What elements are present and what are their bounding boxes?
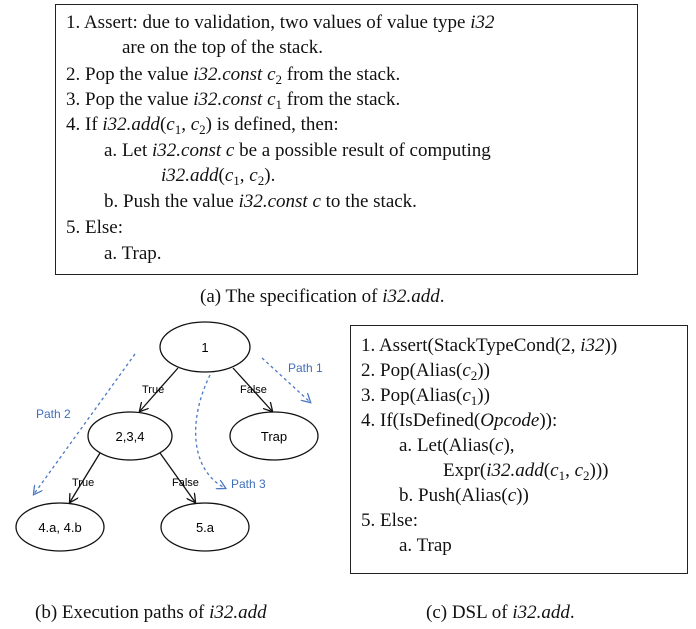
node-2-3-4: 2,3,4 [87, 411, 173, 461]
svg-text:True: True [72, 477, 94, 489]
edge-1-to-234: True [140, 367, 179, 411]
edge-234-to-4ab: True [70, 452, 101, 502]
caption-a: (a) The specification of i32.add. [200, 286, 445, 307]
dsl-line-4a: a. Let(Alias(c), [399, 435, 515, 456]
dsl-line-5: 5. Else: [361, 510, 418, 531]
dsl-line-3: 3. Pop(Alias(c1)) [361, 385, 490, 408]
svg-text:Path 2: Path 2 [36, 407, 71, 421]
spec-line-1-cont: are on the top of the stack. [122, 37, 324, 58]
dsl-line-4a-cont: Expr(i32.add(c1, c2))) [443, 460, 609, 483]
caption-c: (c) DSL of i32.add. [426, 602, 575, 623]
spec-line-4b: b. Push the value i32.const c to the sta… [104, 191, 417, 212]
dsl-box: 1. Assert(StackTypeCond(2, i32)) 2. Pop(… [350, 325, 688, 574]
svg-text:4.a, 4.b: 4.a, 4.b [38, 520, 81, 535]
dsl-line-4: 4. If(IsDefined(Opcode)): [361, 410, 558, 431]
svg-text:False: False [172, 477, 199, 489]
dsl-line-1: 1. Assert(StackTypeCond(2, i32)) [361, 335, 618, 356]
spec-line-1: 1. Assert: due to validation, two values… [66, 12, 495, 33]
spec-line-3: 3. Pop the value i32.const c1 from the s… [66, 89, 401, 112]
svg-text:1: 1 [201, 340, 208, 355]
spec-line-4: 4. If i32.add(c1, c2) is defined, then: [66, 114, 339, 137]
node-5a: 5.a [160, 502, 250, 552]
edge-1-to-trap: False [232, 367, 272, 411]
execution-paths-diagram: 1 2,3,4 Trap 4.a, 4.b 5.a True False Tru… [15, 321, 323, 552]
specification-box: 1. Assert: due to validation, two values… [55, 4, 638, 275]
spec-line-4a-cont: i32.add(c1, c2). [161, 165, 276, 188]
svg-text:2,3,4: 2,3,4 [116, 429, 145, 444]
spec-line-5: 5. Else: [66, 217, 123, 238]
node-1: 1 [159, 321, 251, 373]
svg-text:False: False [240, 384, 267, 396]
svg-text:5.a: 5.a [196, 520, 215, 535]
dsl-line-4b: b. Push(Alias(c)) [399, 485, 529, 506]
path-2-arrow: Path 2 [34, 353, 136, 494]
svg-text:Path 3: Path 3 [231, 477, 266, 491]
path-3-arrow: Path 3 [195, 374, 266, 491]
node-trap: Trap [229, 411, 319, 461]
dsl-line-2: 2. Pop(Alias(c2)) [361, 360, 490, 383]
edge-234-to-5a: False [159, 452, 199, 502]
svg-text:True: True [142, 384, 164, 396]
spec-line-4a: a. Let i32.const c be a possible result … [104, 140, 491, 161]
dsl-line-5a: a. Trap [399, 535, 452, 556]
svg-text:Trap: Trap [261, 429, 287, 444]
spec-line-5a: a. Trap. [104, 243, 162, 264]
caption-b: (b) Execution paths of i32.add [35, 602, 267, 623]
node-4a-4b: 4.a, 4.b [15, 502, 105, 552]
spec-line-2: 2. Pop the value i32.const c2 from the s… [66, 64, 401, 87]
path-1-arrow: Path 1 [261, 357, 323, 402]
svg-text:Path 1: Path 1 [288, 361, 323, 375]
